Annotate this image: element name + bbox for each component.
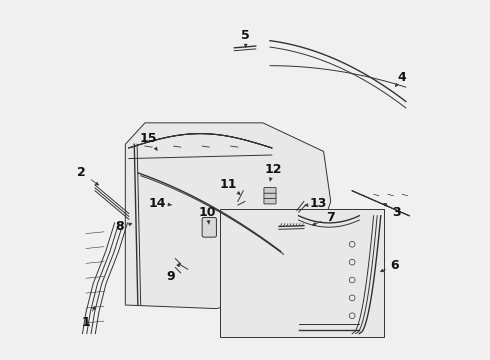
Text: 6: 6 [381,259,399,272]
Text: 14: 14 [149,197,172,210]
Text: 1: 1 [82,306,95,329]
Text: 7: 7 [313,211,335,225]
Text: 12: 12 [264,163,282,181]
Text: 3: 3 [384,203,401,219]
Text: 15: 15 [140,132,157,150]
Text: 13: 13 [304,197,327,211]
Polygon shape [220,208,384,337]
Text: 4: 4 [395,71,407,87]
Text: 2: 2 [77,166,98,185]
Polygon shape [125,123,331,309]
Text: 11: 11 [220,178,240,194]
FancyBboxPatch shape [264,193,276,199]
FancyBboxPatch shape [202,217,217,237]
Text: 10: 10 [199,206,216,224]
Text: 5: 5 [242,29,250,48]
FancyBboxPatch shape [264,198,276,204]
Text: 8: 8 [115,220,132,233]
FancyBboxPatch shape [264,188,276,193]
Text: 9: 9 [167,264,179,283]
